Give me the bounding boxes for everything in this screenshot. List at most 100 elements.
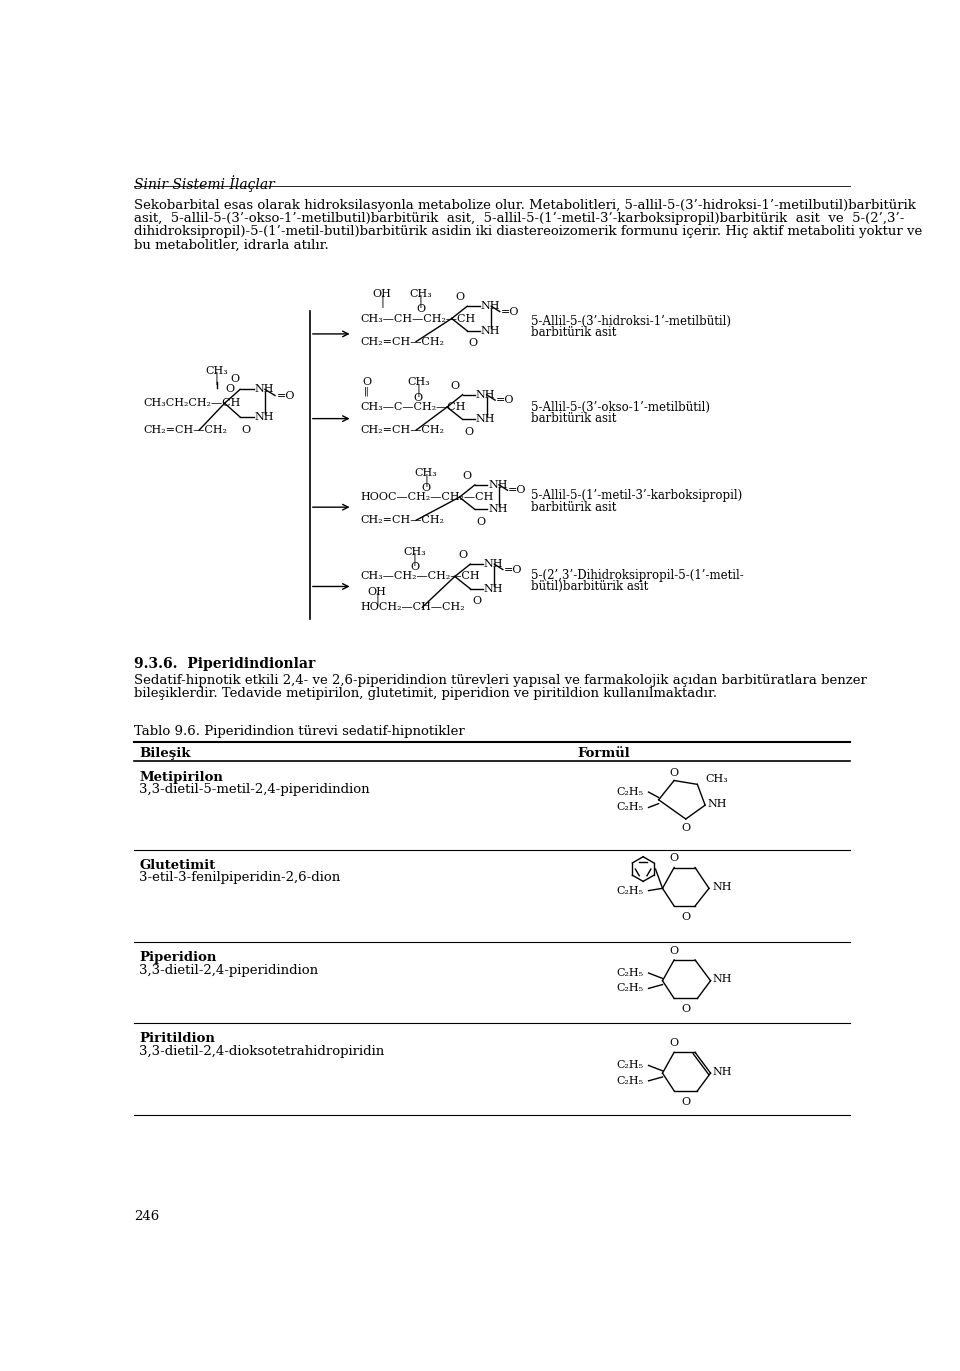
- Text: CH₂=CH—CH₂: CH₂=CH—CH₂: [360, 515, 444, 525]
- Text: O: O: [463, 470, 471, 481]
- Text: 246: 246: [134, 1211, 159, 1223]
- Text: O: O: [682, 1097, 690, 1106]
- Text: CH₃: CH₃: [706, 775, 728, 784]
- Text: O: O: [421, 483, 431, 494]
- Text: Sedatif-hipnotik etkili 2,4- ve 2,6-piperidindion türevleri yapısal ve farmakolo: Sedatif-hipnotik etkili 2,4- ve 2,6-pipe…: [134, 675, 867, 687]
- Text: 5-(2’,3’-Dihidroksipropil-5-(1’-metil-: 5-(2’,3’-Dihidroksipropil-5-(1’-metil-: [531, 569, 743, 581]
- Text: |: |: [380, 295, 384, 308]
- Text: C₂H₅: C₂H₅: [616, 1076, 643, 1086]
- Text: |: |: [419, 295, 422, 308]
- Text: Bileşik: Bileşik: [139, 747, 191, 761]
- Text: O: O: [362, 377, 371, 388]
- Text: C₂H₅: C₂H₅: [616, 1060, 643, 1071]
- Text: O: O: [682, 1004, 690, 1015]
- Text: CH₃—CH—CH₂—CH: CH₃—CH—CH₂—CH: [360, 314, 475, 324]
- Text: barbitürik asit: barbitürik asit: [531, 326, 616, 339]
- Text: NH: NH: [254, 384, 274, 395]
- Text: bileşiklerdir. Tedavide metipirilon, glutetimit, piperidion ve piritildion kulla: bileşiklerdir. Tedavide metipirilon, glu…: [134, 687, 717, 701]
- Text: NH: NH: [712, 882, 732, 891]
- Text: NH: NH: [480, 302, 500, 311]
- Text: NH: NH: [480, 326, 500, 336]
- Text: CH₂=CH—CH₂: CH₂=CH—CH₂: [360, 425, 444, 435]
- Text: HOOC—CH₂—CH₂—CH: HOOC—CH₂—CH₂—CH: [360, 492, 493, 502]
- Text: 5-Allil-5-(1’-metil-3’-karboksipropil): 5-Allil-5-(1’-metil-3’-karboksipropil): [531, 489, 742, 502]
- Text: CH₃: CH₃: [407, 377, 430, 388]
- Text: O: O: [669, 946, 679, 956]
- Text: Piperidion: Piperidion: [139, 951, 217, 964]
- Text: O: O: [230, 373, 239, 384]
- Text: Piritildion: Piritildion: [139, 1032, 215, 1045]
- Text: CH₃: CH₃: [205, 366, 228, 376]
- Text: O: O: [410, 562, 420, 572]
- Text: CH₃: CH₃: [415, 468, 438, 477]
- Text: CH₃CH₂CH₂—CH: CH₃CH₂CH₂—CH: [143, 398, 241, 409]
- Text: C₂H₅: C₂H₅: [616, 983, 643, 994]
- Text: C₂H₅: C₂H₅: [616, 886, 643, 895]
- Text: C₂H₅: C₂H₅: [616, 802, 643, 813]
- Text: NH: NH: [713, 1067, 732, 1076]
- Text: NH: NH: [476, 389, 495, 400]
- Text: NH: NH: [488, 505, 508, 514]
- Text: asit,  5-allil-5-(3’-okso-1’-metilbutil)barbitürik  asit,  5-allil-5-(1’-metil-3: asit, 5-allil-5-(3’-okso-1’-metilbutil)b…: [134, 213, 904, 225]
- Text: O: O: [682, 823, 690, 834]
- Text: bütil)barbitürik asit: bütil)barbitürik asit: [531, 580, 648, 594]
- Text: NH: NH: [254, 413, 274, 422]
- Text: O: O: [476, 517, 486, 526]
- Text: O: O: [468, 339, 478, 348]
- Text: O: O: [669, 768, 679, 777]
- Text: 5-Allil-5-(3’-okso-1’-metilbütil): 5-Allil-5-(3’-okso-1’-metilbütil): [531, 400, 709, 414]
- Text: NH: NH: [713, 975, 732, 984]
- Text: O: O: [242, 425, 251, 435]
- Text: =O: =O: [500, 307, 519, 317]
- Text: OH: OH: [368, 587, 387, 596]
- Text: CH₂=CH—CH₂: CH₂=CH—CH₂: [360, 337, 444, 347]
- Text: Sekobarbital esas olarak hidroksilasyonla metabolize olur. Metabolitleri, 5-alli: Sekobarbital esas olarak hidroksilasyonl…: [134, 199, 916, 213]
- Text: |: |: [417, 384, 420, 396]
- Text: CH₃—CH₂—CH₂—CH: CH₃—CH₂—CH₂—CH: [360, 572, 480, 581]
- Text: OH: OH: [372, 289, 392, 299]
- Text: C₂H₅: C₂H₅: [616, 968, 643, 978]
- Text: |: |: [375, 594, 379, 606]
- Text: O: O: [450, 381, 460, 391]
- Text: Sinir Sistemi İlaçlar: Sinir Sistemi İlaçlar: [134, 175, 275, 192]
- Text: |: |: [215, 372, 219, 385]
- Text: Glutetimit: Glutetimit: [139, 860, 216, 872]
- Text: O: O: [669, 1038, 679, 1047]
- Text: Metipirilon: Metipirilon: [139, 771, 224, 783]
- Text: O: O: [458, 550, 468, 559]
- Text: O: O: [416, 304, 425, 314]
- Text: |: |: [424, 474, 428, 487]
- Text: =O: =O: [496, 395, 515, 406]
- Text: O: O: [682, 912, 690, 921]
- Text: 3,3-dietil-5-metil-2,4-piperidindion: 3,3-dietil-5-metil-2,4-piperidindion: [139, 783, 370, 795]
- Text: Formül: Formül: [577, 747, 630, 761]
- Text: NH: NH: [484, 584, 503, 594]
- Text: |: |: [413, 553, 417, 566]
- Text: O: O: [465, 426, 473, 437]
- Text: barbitürik asit: barbitürik asit: [531, 413, 616, 425]
- Text: ‖: ‖: [364, 387, 369, 396]
- Text: NH: NH: [476, 414, 495, 425]
- Text: NH: NH: [708, 799, 727, 809]
- Text: Tablo 9.6. Piperidindion türevi sedatif-hipnotikler: Tablo 9.6. Piperidindion türevi sedatif-…: [134, 725, 465, 738]
- Text: 3,3-dietil-2,4-dioksotetrahidropiridin: 3,3-dietil-2,4-dioksotetrahidropiridin: [139, 1045, 385, 1057]
- Text: O: O: [226, 384, 234, 395]
- Text: CH₂=CH—CH₂: CH₂=CH—CH₂: [143, 425, 228, 435]
- Text: =O: =O: [504, 565, 522, 574]
- Text: CH₃: CH₃: [403, 547, 426, 557]
- Text: NH: NH: [488, 480, 508, 489]
- Text: =O: =O: [276, 391, 295, 400]
- Text: C₂H₅: C₂H₅: [616, 787, 643, 797]
- Text: CH₃—C—CH₂—CH: CH₃—C—CH₂—CH: [360, 402, 466, 413]
- Text: O: O: [455, 292, 464, 302]
- Text: 5-Allil-5-(3’-hidroksi-1’-metilbütil): 5-Allil-5-(3’-hidroksi-1’-metilbütil): [531, 315, 731, 328]
- Text: HOCH₂—CH—CH₂: HOCH₂—CH—CH₂: [360, 602, 465, 613]
- Text: CH₃: CH₃: [409, 289, 432, 299]
- Text: =O: =O: [508, 485, 527, 495]
- Text: dihidroksipropil)-5-(1’-metil-butil)barbitürik asidin iki diastereoizomerik form: dihidroksipropil)-5-(1’-metil-butil)barb…: [134, 225, 923, 239]
- Text: bu metabolitler, idrarla atılır.: bu metabolitler, idrarla atılır.: [134, 239, 328, 251]
- Text: O: O: [414, 393, 423, 403]
- Text: NH: NH: [484, 559, 503, 569]
- Text: O: O: [472, 596, 481, 606]
- Text: 3-etil-3-fenilpiperidin-2,6-dion: 3-etil-3-fenilpiperidin-2,6-dion: [139, 872, 341, 884]
